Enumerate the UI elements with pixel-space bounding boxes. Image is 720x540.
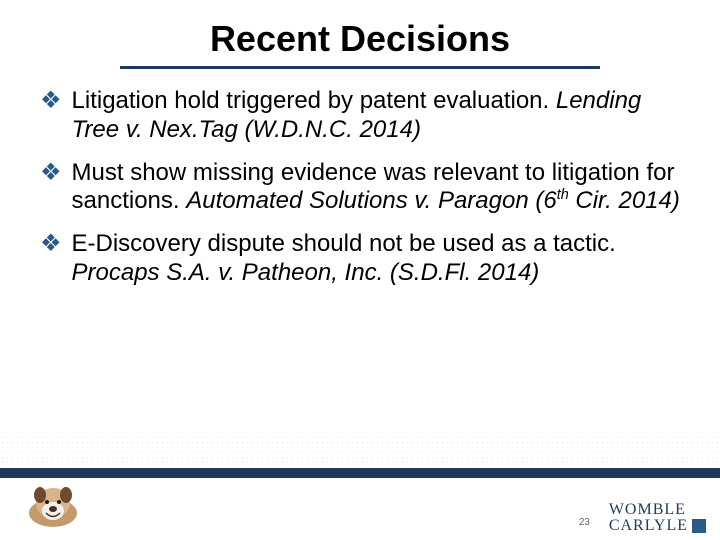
title-underline	[120, 66, 600, 69]
logo-line-1: WOMBLE	[609, 502, 706, 518]
footer: 23 WOMBLE CARLYLE	[0, 478, 720, 540]
bullet-item: ❖ Must show missing evidence was relevan…	[40, 159, 680, 217]
bullet-text: E-Discovery dispute should not be used a…	[72, 230, 680, 288]
slide-title: Recent Decisions	[0, 0, 720, 66]
logo-line-2-row: CARLYLE	[609, 518, 706, 534]
bullet-list: ❖ Litigation hold triggered by patent ev…	[0, 79, 720, 288]
bulldog-image	[20, 481, 86, 534]
bullet-text: Litigation hold triggered by patent eval…	[72, 87, 680, 145]
diamond-bullet-icon: ❖	[40, 159, 62, 187]
dot-pattern-band	[0, 435, 720, 465]
diamond-bullet-icon: ❖	[40, 87, 62, 115]
bullet-text: Must show missing evidence was relevant …	[72, 159, 680, 217]
page-number: 23	[579, 517, 590, 528]
bottom-accent-bar	[0, 468, 720, 478]
bullet-lead: E-Discovery dispute should not be used a…	[72, 230, 616, 257]
logo-square-icon	[692, 519, 706, 533]
diamond-bullet-icon: ❖	[40, 230, 62, 258]
case-citation: Automated Solutions v. Paragon (6th Cir.…	[186, 187, 680, 214]
slide-container: Recent Decisions ❖ Litigation hold trigg…	[0, 0, 720, 540]
bullet-item: ❖ Litigation hold triggered by patent ev…	[40, 87, 680, 145]
case-citation: Procaps S.A. v. Patheon, Inc. (S.D.Fl. 2…	[72, 259, 540, 286]
bullet-item: ❖ E-Discovery dispute should not be used…	[40, 230, 680, 288]
logo-line-2: CARLYLE	[609, 518, 688, 534]
bullet-lead: Litigation hold triggered by patent eval…	[72, 87, 556, 114]
womble-carlyle-logo: WOMBLE CARLYLE	[609, 502, 706, 534]
